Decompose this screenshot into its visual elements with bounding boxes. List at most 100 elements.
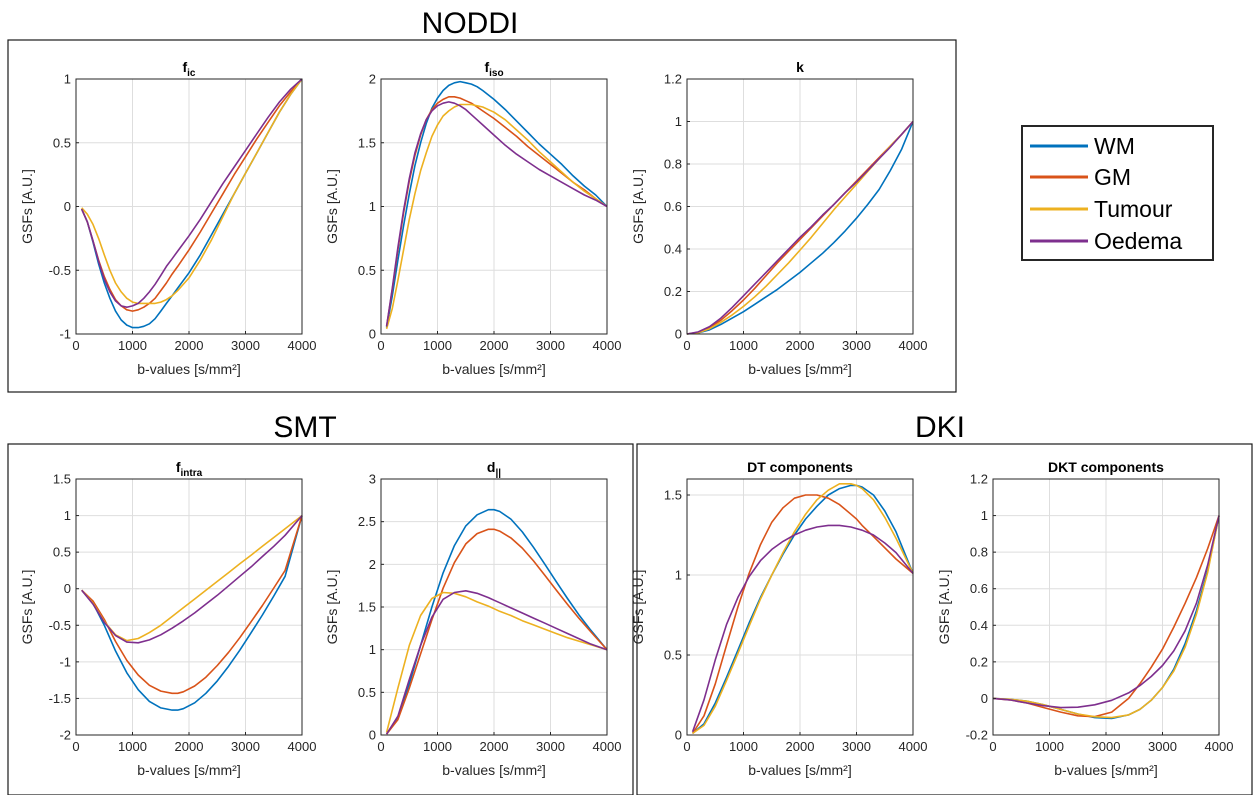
dt-title: DT components (747, 459, 853, 475)
dkt-series-oedema (992, 515, 1220, 709)
dt-panel: 0 1000 2000 3000 4000 0 0.5 1 1.5 b-values [s/mm²… (630, 459, 927, 778)
k-x-axis-label: b-values [s/mm²] (748, 361, 851, 377)
dkt-y-tick-label: 1.2 (970, 472, 988, 487)
dpar-y-axis-label: GSFs [A.U.] (324, 570, 340, 645)
dt-x-tick-label: 1000 (729, 739, 758, 754)
fiso-x-tick-label: 4000 (593, 338, 622, 353)
dkt-y-tick-label: 1 (981, 508, 988, 523)
dt-x-tick-label: 0 (683, 739, 690, 754)
k-y-tick-label: 0.2 (664, 284, 682, 299)
dpar-series-gm (385, 528, 608, 735)
dpar-x-tick-label: 3000 (536, 739, 565, 754)
dkt-y-tick-label: 0.4 (970, 618, 988, 633)
dpar-y-tick-label: 1 (369, 642, 376, 657)
fintra-x-tick-label: 4000 (288, 739, 317, 754)
dkt-y-tick-label: 0.8 (970, 545, 988, 560)
fiso-title: fiso (484, 59, 503, 79)
dt-x-axis-label: b-values [s/mm²] (748, 762, 851, 778)
noddi-group-title: NODDI (422, 7, 519, 40)
fintra-y-tick-label: 0 (64, 581, 71, 596)
k-y-axis-label: GSFs [A.U.] (630, 169, 646, 244)
dpar-y-tick-label: 3 (369, 472, 376, 487)
dt-series-wm (692, 484, 914, 735)
fic-title-subscript: ic (187, 68, 196, 79)
fintra-series-wm (81, 515, 303, 711)
dkt-x-axis-label: b-values [s/mm²] (1054, 762, 1157, 778)
dkt-x-tick-label: 1000 (1035, 739, 1064, 754)
fic-y-tick-label: -0.5 (49, 263, 71, 278)
dkt-y-tick-label: 0 (981, 691, 988, 706)
k-series-oedema (686, 120, 914, 335)
dkt-x-tick-label: 3000 (1148, 739, 1177, 754)
fic-y-tick-label: 0 (64, 199, 71, 214)
legend-label-oedema: Oedema (1094, 228, 1182, 254)
k-y-tick-label: 0.8 (664, 157, 682, 172)
dt-x-tick-label: 2000 (786, 739, 815, 754)
fic-series-oedema (80, 78, 303, 309)
dt-x-tick-label: 3000 (842, 739, 871, 754)
dpar-panel: 0 1000 2000 3000 4000 0 0.5 1 1.5 2 2.5 3 b-values [… (324, 459, 621, 778)
fic-x-tick-label: 4000 (288, 338, 317, 353)
fiso-x-tick-label: 2000 (480, 338, 509, 353)
fiso-y-tick-label: 2 (369, 72, 376, 87)
k-panel: 0 1000 2000 3000 4000 0 0.2 0.4 0.6 0.8 1 1.2 b-valu… (630, 59, 927, 377)
fiso-x-tick-label: 1000 (423, 338, 452, 353)
dt-x-tick-label: 4000 (899, 739, 928, 754)
dkt-y-axis-label: GSFs [A.U.] (936, 570, 952, 645)
fic-x-tick-label: 0 (72, 338, 79, 353)
dpar-series-wm (385, 508, 608, 735)
dpar-x-axis-label: b-values [s/mm²] (442, 762, 545, 778)
fiso-series-wm (385, 80, 608, 328)
fintra-y-tick-label: 1.5 (53, 472, 71, 487)
dkt-series-gm (992, 515, 1220, 718)
k-x-tick-label: 4000 (899, 338, 928, 353)
fiso-y-tick-label: 1.5 (358, 135, 376, 150)
fintra-panel: 0 1000 2000 3000 4000 -2 -1.5 -1 -0.5 0 0.5 1 1.5 b-v… (19, 459, 316, 778)
fic-series-tumour (81, 78, 303, 305)
dpar-x-tick-label: 4000 (593, 739, 622, 754)
dkt-x-tick-label: 0 (989, 739, 996, 754)
k-y-tick-label: 1.2 (664, 72, 682, 87)
k-x-tick-label: 1000 (729, 338, 758, 353)
dt-y-tick-label: 0.5 (664, 648, 682, 663)
fiso-series-oedema (385, 101, 608, 327)
fic-y-tick-label: 1 (64, 72, 71, 87)
fintra-y-tick-label: 1 (64, 508, 71, 523)
fiso-x-tick-label: 0 (377, 338, 384, 353)
fintra-series-gm (81, 515, 303, 695)
dt-y-axis-label: GSFs [A.U.] (630, 570, 646, 645)
fintra-x-tick-label: 0 (72, 739, 79, 754)
legend-label-gm: GM (1094, 164, 1131, 190)
k-title: k (796, 59, 804, 75)
fiso-y-tick-label: 0.5 (358, 263, 376, 278)
fiso-x-tick-label: 3000 (536, 338, 565, 353)
legend-box (1021, 125, 1214, 261)
k-y-tick-label: 0.6 (664, 199, 682, 214)
fintra-y-tick-label: 0.5 (53, 545, 71, 560)
dpar-y-tick-label: 0 (369, 728, 376, 743)
fintra-series-tumour (81, 514, 303, 642)
dt-series-oedema (691, 524, 914, 733)
dpar-x-tick-label: 1000 (423, 739, 452, 754)
dkt-y-tick-label: -0.2 (966, 728, 988, 743)
dpar-series-oedema (385, 589, 608, 735)
legend: WM GM Tumour Oedema (1021, 125, 1214, 261)
fiso-panel: 0 1000 2000 3000 4000 0 0.5 1 1.5 2 b-values [s/mm… (324, 59, 621, 377)
k-x-tick-label: 2000 (786, 338, 815, 353)
fic-y-tick-label: 0.5 (53, 135, 71, 150)
dki-group-title: DKI (915, 411, 965, 444)
fic-panel: 0 1000 2000 3000 4000 -1 -0.5 0 0.5 1 b-values [s/… (19, 59, 316, 377)
fintra-y-tick-label: -0.5 (49, 618, 71, 633)
dt-y-tick-label: 0 (675, 728, 682, 743)
noddi-frame (7, 39, 957, 393)
fintra-series-oedema (81, 515, 303, 644)
fiso-y-tick-label: 1 (369, 199, 376, 214)
dt-y-tick-label: 1 (675, 568, 682, 583)
k-y-tick-label: 0 (675, 327, 682, 342)
smt-frame (7, 443, 634, 795)
dkt-series-tumour (992, 515, 1220, 719)
k-series-wm (686, 121, 914, 335)
dkt-title: DKT components (1048, 459, 1164, 475)
fintra-x-axis-label: b-values [s/mm²] (137, 762, 240, 778)
